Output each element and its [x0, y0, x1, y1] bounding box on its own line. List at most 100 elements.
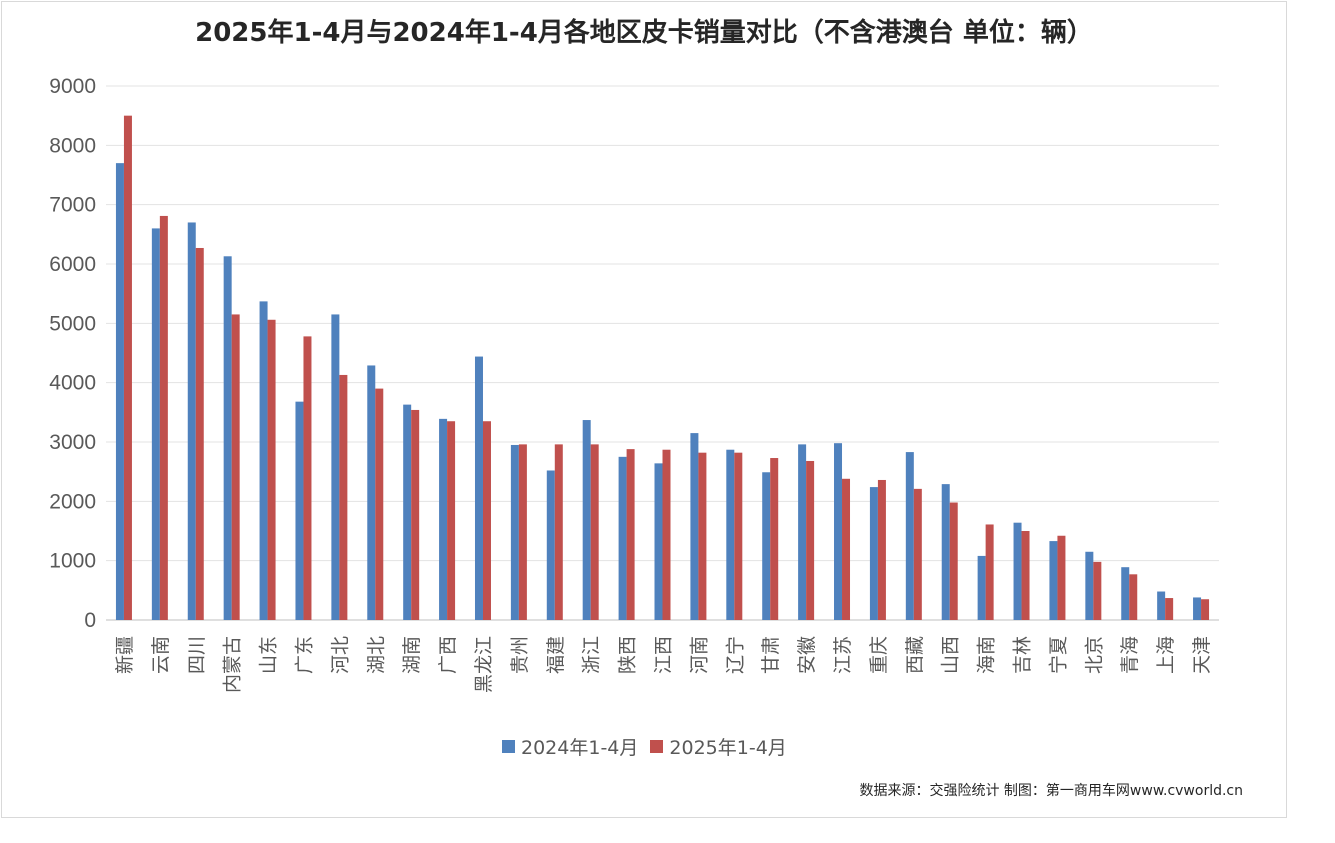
- x-category-label: 甘肃: [760, 636, 782, 674]
- bar-2025: [123, 115, 132, 621]
- x-category-label: 新疆: [114, 636, 136, 674]
- bar-2025: [913, 488, 922, 620]
- chart-legend: 2024年1-4月 2025年1-4月: [502, 733, 799, 760]
- y-tick-label: 2000: [49, 490, 96, 513]
- bar-2024: [474, 356, 483, 620]
- bar-2025: [770, 458, 779, 620]
- bar-2025: [877, 479, 886, 620]
- bar-2024: [690, 433, 699, 620]
- bar-2024: [403, 404, 412, 620]
- bar-2024: [834, 443, 843, 620]
- x-category-label: 四川: [186, 636, 208, 674]
- chart-title: 2025年1-4月与2024年1-4月各地区皮卡销量对比（不含港澳台 单位：辆）: [195, 18, 1093, 48]
- x-category-label: 安徽: [796, 636, 818, 674]
- bar-2025: [842, 478, 851, 620]
- legend-swatch-2024: [502, 740, 515, 753]
- bar-2024: [654, 463, 663, 620]
- y-tick-label: 1000: [49, 550, 96, 573]
- bar-2025: [1129, 574, 1138, 620]
- bar-2024: [762, 472, 771, 620]
- y-tick-label: 0: [84, 609, 96, 632]
- bar-2025: [1165, 598, 1174, 620]
- bar-2024: [1121, 567, 1130, 620]
- bar-2024: [582, 420, 591, 620]
- bar-2025: [698, 452, 707, 620]
- bar-2025: [411, 409, 420, 620]
- bar-2024: [905, 452, 914, 620]
- bar-2025: [482, 421, 491, 620]
- x-category-label: 黑龙江: [473, 636, 495, 693]
- x-category-label: 云南: [150, 636, 172, 674]
- bar-2024: [187, 222, 196, 620]
- bar-2025: [1093, 561, 1102, 620]
- bar-2024: [259, 301, 268, 620]
- y-tick-label: 9000: [49, 75, 96, 98]
- bar-2025: [590, 444, 599, 620]
- bar-2024: [151, 228, 160, 620]
- bar-2024: [115, 163, 124, 620]
- bar-2024: [1085, 551, 1094, 620]
- x-category-label: 湖南: [401, 636, 423, 674]
- bar-2025: [626, 449, 635, 620]
- x-category-label: 上海: [1155, 636, 1177, 674]
- legend-label-2024: 2024年1-4月: [521, 737, 639, 759]
- y-tick-label: 5000: [49, 312, 96, 335]
- x-category-label: 海南: [976, 636, 998, 674]
- x-category-label: 青海: [1119, 636, 1141, 674]
- bar-2024: [726, 449, 735, 620]
- bar-2025: [231, 314, 240, 620]
- y-tick-label: 7000: [49, 194, 96, 217]
- x-category-label: 河北: [329, 636, 351, 674]
- y-tick-label: 3000: [49, 431, 96, 454]
- bar-2024: [1157, 591, 1166, 620]
- bar-2025: [1201, 599, 1210, 620]
- x-category-label: 福建: [545, 636, 567, 674]
- x-category-label: 贵州: [509, 636, 531, 674]
- legend-item-2025: 2025年1-4月: [650, 733, 787, 760]
- x-category-label: 山西: [940, 636, 962, 674]
- x-category-label: 西藏: [904, 636, 926, 674]
- legend-label-2025: 2025年1-4月: [669, 737, 787, 759]
- x-category-label: 重庆: [868, 636, 890, 674]
- bar-2024: [977, 555, 986, 620]
- bar-2025: [159, 215, 168, 620]
- x-category-label: 江西: [653, 636, 675, 674]
- bar-2025: [267, 319, 276, 620]
- bar-chart: 0 1000 2000 3000 4000 5000 6000 7000 8000 9000 新疆云…: [49, 75, 1219, 693]
- bar-2024: [331, 314, 340, 620]
- bar-2024: [1049, 541, 1058, 620]
- x-category-label: 内蒙古: [222, 636, 244, 693]
- y-tick-label: 8000: [49, 134, 96, 157]
- bar-2025: [554, 444, 563, 620]
- bar-2025: [949, 502, 958, 620]
- bar-2024: [510, 444, 519, 620]
- bar-2025: [1057, 535, 1066, 620]
- legend-item-2024: 2024年1-4月: [502, 733, 638, 760]
- bar-2025: [375, 388, 384, 620]
- x-category-label: 宁夏: [1047, 636, 1069, 674]
- x-category-label: 湖北: [365, 636, 387, 674]
- chart-frame: [1, 1, 1287, 818]
- bar-2025: [806, 460, 815, 620]
- bar-2024: [439, 418, 448, 620]
- x-category-label: 河南: [688, 636, 710, 674]
- bar-2025: [518, 444, 527, 620]
- x-category-label: 辽宁: [724, 636, 746, 674]
- bar-2025: [985, 524, 994, 620]
- bar-2024: [295, 401, 304, 620]
- bar-2025: [1021, 531, 1030, 620]
- x-category-label: 广东: [293, 636, 315, 674]
- legend-swatch-2025: [650, 740, 664, 753]
- bar-2024: [941, 484, 950, 620]
- x-category-label: 天津: [1191, 636, 1213, 674]
- x-category-label: 北京: [1083, 636, 1105, 674]
- bar-2025: [734, 452, 743, 620]
- y-tick-label: 6000: [49, 253, 96, 276]
- bar-2024: [1193, 597, 1202, 620]
- x-category-label: 山东: [258, 636, 280, 674]
- bar-2024: [367, 365, 376, 620]
- y-tick-label: 4000: [49, 372, 96, 395]
- bar-2024: [618, 456, 627, 620]
- source-note: 数据来源：交强险统计 制图：第一商用车网www.cvworld.cn: [859, 783, 1243, 799]
- bar-2025: [447, 421, 456, 620]
